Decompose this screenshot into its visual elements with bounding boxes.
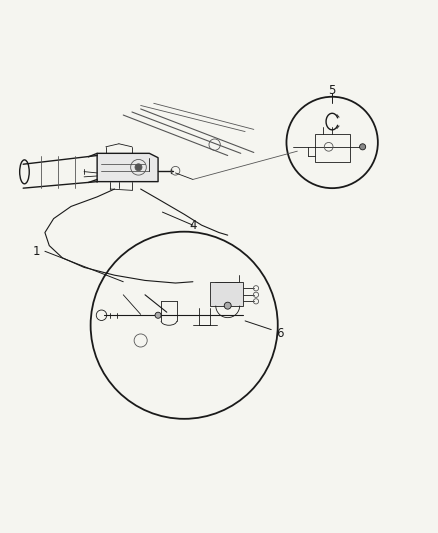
Text: 4: 4 bbox=[189, 219, 197, 232]
Bar bbox=[210, 282, 243, 305]
Text: 5: 5 bbox=[328, 84, 336, 96]
Bar bbox=[315, 134, 350, 162]
Text: 1: 1 bbox=[32, 245, 40, 258]
Text: 6: 6 bbox=[276, 327, 284, 341]
Circle shape bbox=[360, 144, 366, 150]
Polygon shape bbox=[97, 154, 158, 182]
Circle shape bbox=[135, 164, 142, 171]
Circle shape bbox=[224, 302, 231, 309]
Circle shape bbox=[155, 312, 161, 318]
